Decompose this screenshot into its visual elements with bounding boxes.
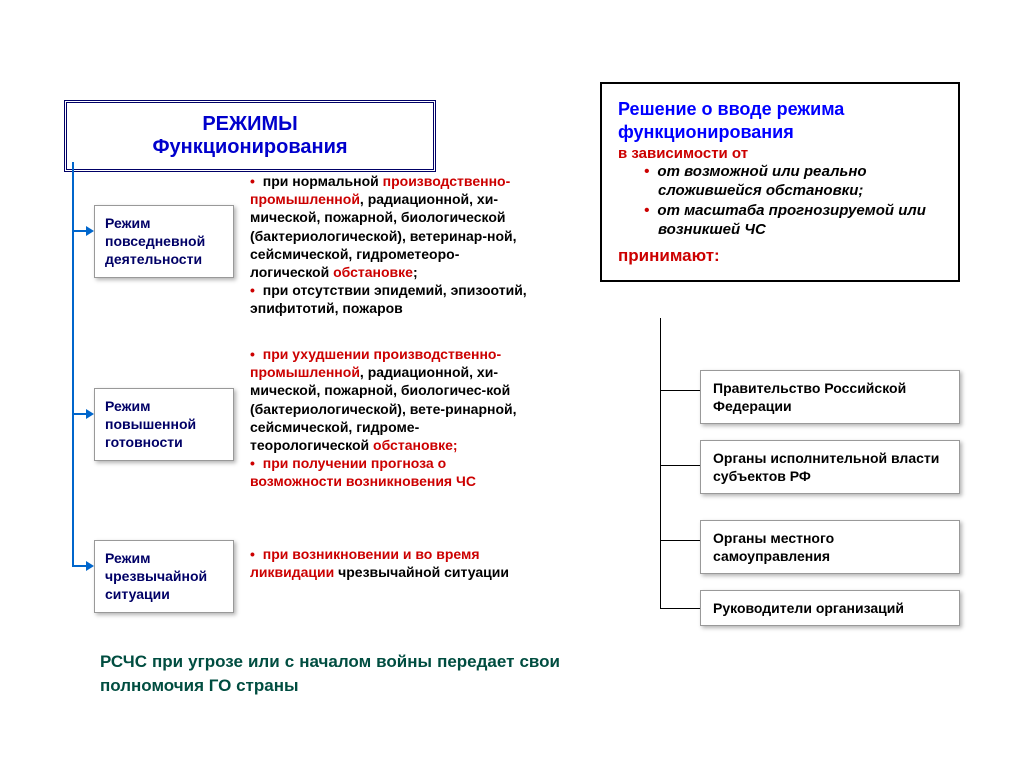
arrow-2-icon	[86, 409, 94, 419]
tree-h-1	[660, 390, 700, 391]
decision-item: • от масштаба прогнозируемой или возникш…	[658, 201, 942, 240]
tree-vertical	[660, 318, 661, 608]
tree-h-2	[660, 465, 700, 466]
arrow-1-icon	[86, 226, 94, 236]
authority-box-4: Руководители организаций	[700, 590, 960, 626]
title-box: РЕЖИМЫ Функционирования	[64, 100, 436, 172]
decision-box: Решение о вводе режима функционирования …	[600, 82, 960, 282]
authority-text-2: Органы исполнительной власти субъектов Р…	[713, 449, 947, 485]
mode-label-1: Режим повседневной деятельности	[105, 214, 223, 269]
authority-text-4: Руководители организаций	[713, 599, 947, 617]
title-line1: РЕЖИМЫ	[97, 113, 403, 136]
connector-vertical	[72, 162, 74, 567]
tree-h-3	[660, 540, 700, 541]
authority-box-1: Правительство Российской Федерации	[700, 370, 960, 424]
mode-bullet: • при получении прогноза о возможности в…	[250, 454, 530, 490]
mode-desc-2: • при ухудшении производственно-промышле…	[250, 345, 530, 491]
footer-note: РСЧС при угрозе или с началом войны пере…	[100, 650, 560, 698]
mode-box-2: Режим повышенной готовности	[94, 388, 234, 461]
decision-title: Решение о вводе режима функционирования	[618, 98, 942, 145]
mode-desc-3: • при возникновении и во время ликвидаци…	[250, 545, 530, 581]
authority-text-1: Правительство Российской Федерации	[713, 379, 947, 415]
title-line2: Функционирования	[97, 136, 403, 159]
tree-h-4	[660, 608, 700, 609]
mode-label-3: Режим чрезвычайной ситуации	[105, 549, 223, 604]
mode-box-1: Режим повседневной деятельности	[94, 205, 234, 278]
mode-label-2: Режим повышенной готовности	[105, 397, 223, 452]
decision-accept: принимают:	[618, 246, 942, 266]
mode-bullet: • при отсутствии эпидемий, эпизоотий, эп…	[250, 281, 530, 317]
decision-sub: в зависимости от	[618, 145, 942, 162]
arrow-3-icon	[86, 561, 94, 571]
authority-box-3: Органы местного самоуправления	[700, 520, 960, 574]
mode-bullet: • при возникновении и во время ликвидаци…	[250, 545, 530, 581]
authority-text-3: Органы местного самоуправления	[713, 529, 947, 565]
decision-item: • от возможной или реально сложившейся о…	[658, 162, 942, 201]
mode-desc-1: • при нормальной производственно-промышл…	[250, 172, 530, 318]
mode-box-3: Режим чрезвычайной ситуации	[94, 540, 234, 613]
mode-bullet: • при ухудшении производственно-промышле…	[250, 345, 530, 454]
authority-box-2: Органы исполнительной власти субъектов Р…	[700, 440, 960, 494]
mode-bullet: • при нормальной производственно-промышл…	[250, 172, 530, 281]
